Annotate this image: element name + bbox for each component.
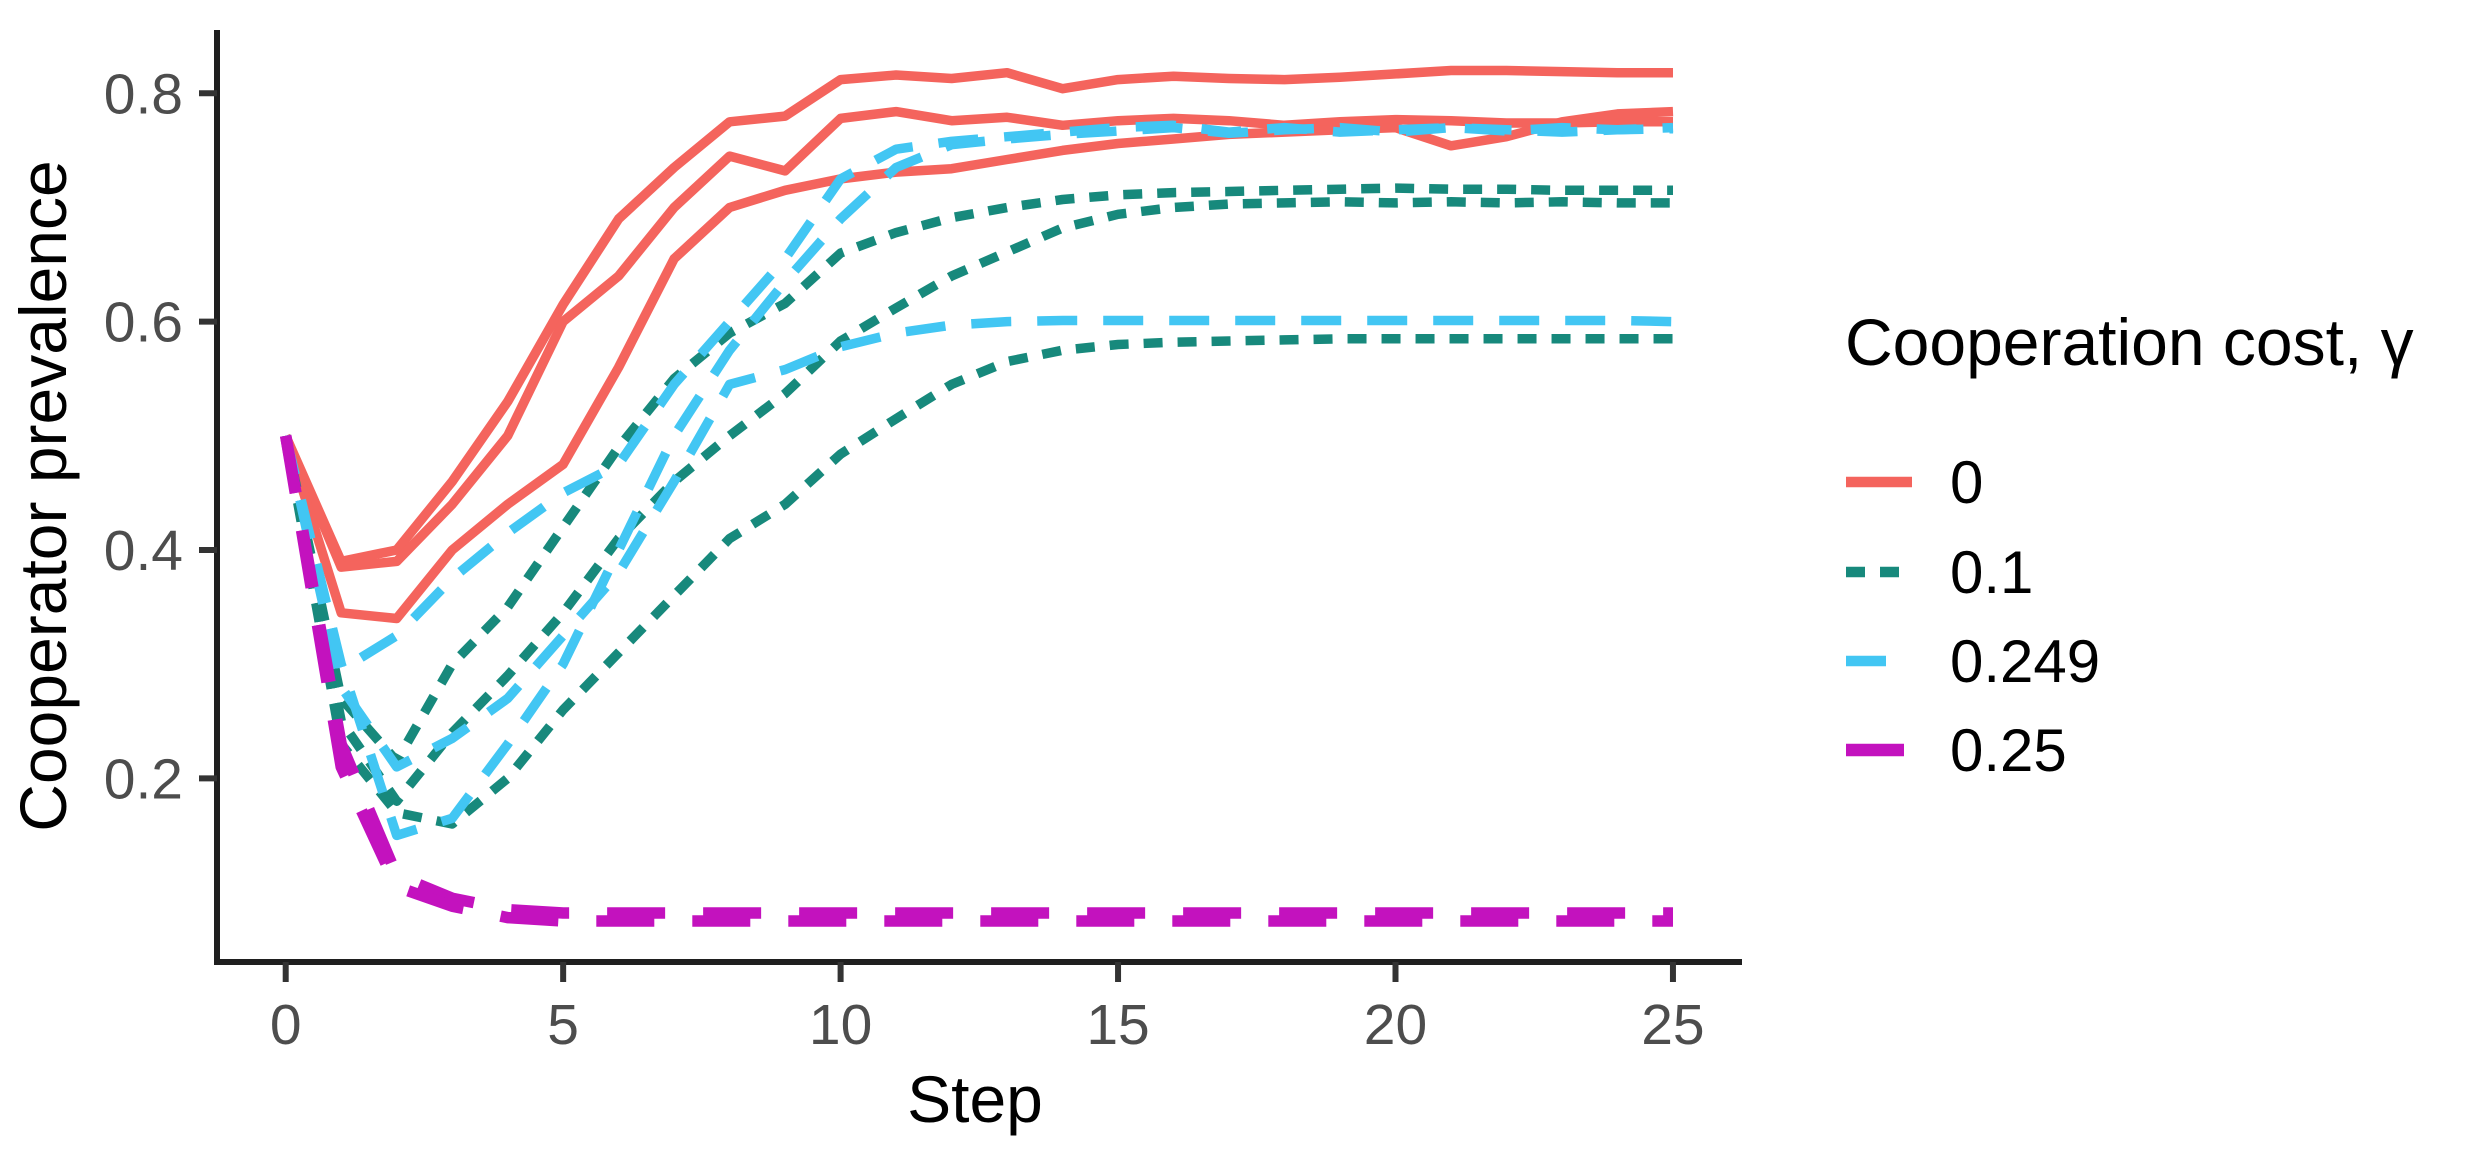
series-line-g2-run1 <box>281 315 1674 772</box>
legend-item-0: 0 <box>1846 449 1983 516</box>
series-line-g1-run2 <box>281 334 1673 829</box>
x-tick-label: 15 <box>1086 993 1149 1057</box>
x-tick-label: 10 <box>809 993 872 1057</box>
y-tick-label: 0.2 <box>104 747 183 811</box>
series-line-g3-run1 <box>280 434 1673 927</box>
x-tick-label: 25 <box>1641 993 1704 1057</box>
legend-label-0.249: 0.249 <box>1950 628 2100 695</box>
x-tick-label: 0 <box>270 993 302 1057</box>
series-line-g0-run0 <box>281 65 1673 567</box>
series-line-g0-run1 <box>281 106 1673 572</box>
legend-item-0.1: 0.1 <box>1846 539 2033 606</box>
legend-label-0.25: 0.25 <box>1950 717 2067 784</box>
y-tick-label: 0.6 <box>104 291 183 355</box>
legend-label-0: 0 <box>1950 449 1983 516</box>
series-line-g1-run0 <box>281 183 1673 766</box>
x-tick-label: 20 <box>1364 993 1427 1057</box>
x-axis-title: Step <box>907 1062 1043 1136</box>
legend-item-0.249: 0.249 <box>1846 628 2100 695</box>
series-line-g2-run2 <box>281 122 1674 841</box>
legend-item-0.25: 0.25 <box>1846 717 2067 784</box>
series-line-g2-run0 <box>281 120 1674 675</box>
legend-items: 0 0.1 0.249 0.25 <box>1846 449 2100 784</box>
series-line-g3-run0 <box>280 434 1673 919</box>
axes: 0.2 0.4 0.6 0.8 0 5 10 15 20 25 <box>104 30 1742 1057</box>
legend: Cooperation cost, γ 0 0.1 0.249 0.25 <box>1845 305 2414 784</box>
y-tick-label: 0.4 <box>104 519 183 583</box>
y-axis-title: Cooperator prevalence <box>6 160 80 831</box>
x-tick-label: 5 <box>547 993 579 1057</box>
plot-panel <box>280 65 1674 927</box>
legend-label-0.1: 0.1 <box>1950 539 2033 606</box>
series-line-g0-run2 <box>281 106 1674 624</box>
y-tick-label: 0.8 <box>104 62 183 126</box>
legend-title: Cooperation cost, γ <box>1845 305 2414 379</box>
